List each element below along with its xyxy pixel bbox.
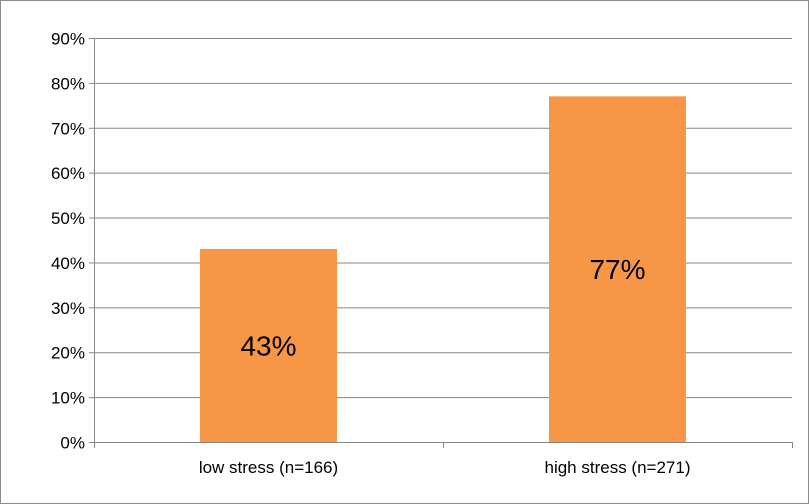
axes [89,38,793,448]
y-tick-label: 0% [60,434,85,453]
y-tick-label: 60% [51,164,85,183]
y-tick-label: 10% [51,389,85,408]
bars [200,96,686,442]
x-category-label: high stress (n=271) [545,458,691,477]
bar-low-stress [200,248,337,442]
y-tick-label: 20% [51,344,85,363]
y-tick-label: 90% [51,30,85,49]
y-tick-label: 30% [51,299,85,318]
data-label: 77% [589,254,645,285]
data-labels: 43% 77% [240,254,645,361]
gridlines [94,38,792,399]
data-label: 43% [240,330,296,361]
y-tick-label: 80% [51,74,85,93]
y-tick-label: 70% [51,119,85,138]
y-tick-label: 50% [51,209,85,228]
bar-high-stress [549,96,686,442]
x-category-label: low stress (n=166) [199,458,338,477]
y-axis-tick-labels: 0% 10% 20% 30% 40% 50% 60% 70% 80% 90% [51,30,85,453]
x-axis-tick-labels: low stress (n=166) high stress (n=271) [199,458,691,477]
y-tick-label: 40% [51,254,85,273]
